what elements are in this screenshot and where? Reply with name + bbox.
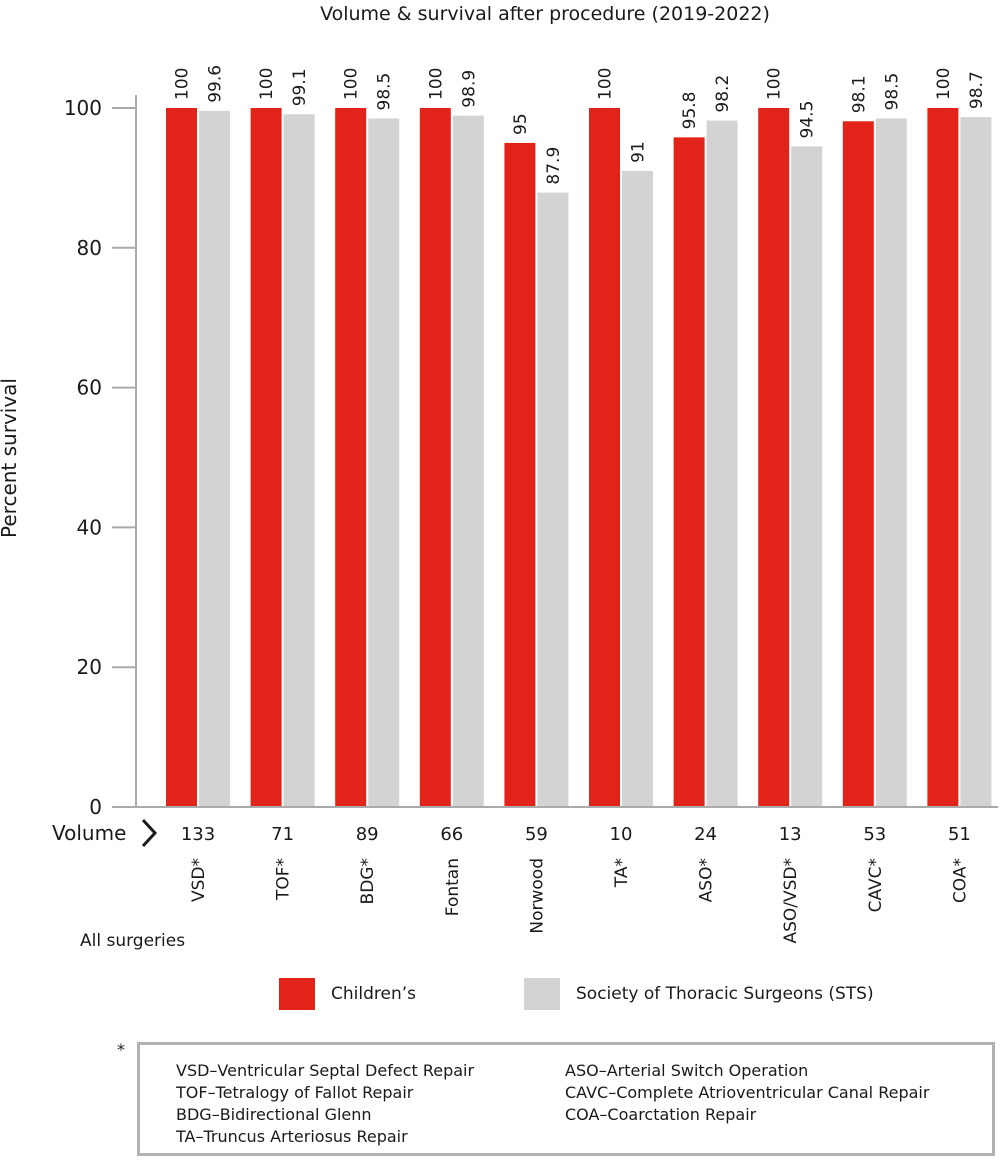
bar-value-label: 98.7 — [967, 71, 987, 109]
bar-sts — [791, 146, 823, 807]
abbreviation-item: CAVC–Complete Atrioventricular Canal Rep… — [565, 1083, 930, 1102]
bar-sts — [706, 120, 738, 807]
x-tick-label: Norwood — [527, 858, 547, 934]
bar-childrens — [250, 108, 282, 807]
bar-sts — [875, 118, 907, 808]
volume-values: 133 71 89 66 59 10 24 13 53 51 — [181, 824, 971, 845]
bar-childrens — [673, 137, 705, 807]
abbreviations-left: VSD–Ventricular Septal Defect Repair TOF… — [176, 1060, 474, 1148]
volume-value: 10 — [610, 824, 633, 845]
volume-value: 24 — [694, 824, 717, 845]
bar-value-label: 95 — [511, 113, 531, 135]
abbreviation-item: ASO–Arterial Switch Operation — [565, 1061, 809, 1080]
bar-sts — [960, 117, 992, 808]
volume-value: 66 — [440, 824, 463, 845]
legend-swatch-gray — [524, 978, 560, 1010]
bar-value-label: 94.5 — [798, 101, 818, 139]
volume-value: 13 — [779, 824, 802, 845]
bar-value-label: 99.6 — [206, 65, 226, 103]
x-tick-label: Fontan — [443, 858, 463, 916]
x-tick-label: CAVC* — [866, 858, 886, 912]
y-axis-label: Percent survival — [0, 378, 21, 538]
legend-label: Society of Thoracic Surgeons (STS) — [576, 984, 874, 1004]
volume-value: 71 — [271, 824, 294, 845]
chart-title: Volume & survival after procedure (2019-… — [320, 3, 770, 25]
y-tick-label: 0 — [89, 795, 102, 819]
y-tick-label: 100 — [64, 96, 102, 120]
abbreviation-item: COA–Coarctation Repair — [565, 1105, 757, 1124]
value-labels: 100 99.6 100 99.1 100 98.5 100 98.9 95 87.9 100 91 9… — [173, 65, 987, 185]
bar-value-label: 100 — [173, 68, 193, 100]
volume-value: 89 — [356, 824, 379, 845]
x-tick-label: TOF* — [274, 858, 294, 901]
bar-value-label: 98.9 — [459, 70, 479, 108]
bar-value-label: 100 — [765, 68, 785, 100]
bar-value-label: 100 — [257, 68, 277, 100]
bar-value-label: 100 — [426, 68, 446, 100]
x-tick-label: BDG* — [358, 858, 378, 904]
bar-value-label: 95.8 — [680, 91, 700, 129]
bar-sts — [622, 170, 653, 807]
y-axis-ticks: 0 20 40 60 80 100 — [64, 96, 136, 819]
bar-sts — [283, 114, 315, 807]
bar-value-label: 87.9 — [544, 147, 564, 185]
y-tick-label: 80 — [77, 236, 102, 260]
footnote-marker: * — [117, 1040, 125, 1059]
abbreviation-item: TA–Truncus Arteriosus Repair — [176, 1127, 408, 1146]
bar-sts — [199, 110, 230, 807]
bar-sts — [452, 115, 484, 807]
bar-sts — [537, 192, 569, 808]
x-axis-tick-labels: VSD* TOF* BDG* Fontan Norwood TA* ASO* ASO/VSD*… — [189, 858, 970, 944]
bar-value-label: 100 — [934, 68, 954, 100]
volume-label: Volume — [52, 821, 126, 845]
abbreviation-item: VSD–Ventricular Septal Defect Repair — [176, 1061, 475, 1080]
volume-value: 51 — [948, 824, 971, 845]
abbreviations-box: VSD–Ventricular Septal Defect Repair TOF… — [137, 1042, 995, 1156]
bar-value-label: 100 — [596, 68, 616, 100]
group-label: All surgeries — [80, 931, 185, 951]
bar-value-label: 98.5 — [375, 73, 395, 111]
bar-childrens — [842, 121, 874, 807]
bar-childrens — [335, 108, 367, 807]
x-tick-label: ASO* — [697, 858, 717, 902]
bar-childrens — [166, 108, 197, 807]
legend-item-childrens: Children’s — [279, 978, 416, 1010]
bar-childrens — [589, 108, 620, 807]
y-tick-label: 60 — [77, 376, 102, 400]
bar-chart: Volume & survival after procedure (2019-… — [0, 3, 998, 951]
bars — [166, 108, 992, 808]
volume-value: 59 — [525, 824, 548, 845]
bar-value-label: 98.1 — [849, 75, 869, 113]
bar-childrens — [927, 108, 959, 807]
bar-childrens — [758, 108, 790, 807]
x-tick-label: COA* — [950, 858, 970, 903]
bar-value-label: 98.2 — [713, 75, 733, 113]
legend-swatch-red — [279, 978, 315, 1010]
volume-value: 133 — [181, 824, 215, 845]
bar-childrens — [504, 142, 536, 807]
y-tick-label: 40 — [77, 515, 102, 539]
y-tick-label: 20 — [77, 655, 102, 679]
legend-item-sts: Society of Thoracic Surgeons (STS) — [524, 978, 874, 1010]
volume-value: 53 — [863, 824, 886, 845]
abbreviation-item: BDG–Bidirectional Glenn — [176, 1105, 372, 1124]
legend: Children’s Society of Thoracic Surgeons … — [0, 978, 1000, 1018]
bar-value-label: 98.5 — [882, 73, 902, 111]
abbreviation-item: TOF–Tetralogy of Fallot Repair — [176, 1083, 414, 1102]
bar-value-label: 99.1 — [290, 68, 310, 106]
chevron-right-icon — [141, 818, 158, 848]
x-tick-label: TA* — [612, 858, 632, 888]
bar-value-label: 91 — [629, 141, 649, 163]
bar-childrens — [419, 108, 451, 807]
bar-value-label: 100 — [342, 68, 362, 100]
bar-sts — [368, 118, 400, 808]
legend-label: Children’s — [331, 984, 416, 1004]
x-tick-label: VSD* — [189, 858, 209, 902]
abbreviations-right: ASO–Arterial Switch Operation CAVC–Compl… — [565, 1060, 929, 1126]
x-tick-label: ASO/VSD* — [781, 858, 801, 944]
